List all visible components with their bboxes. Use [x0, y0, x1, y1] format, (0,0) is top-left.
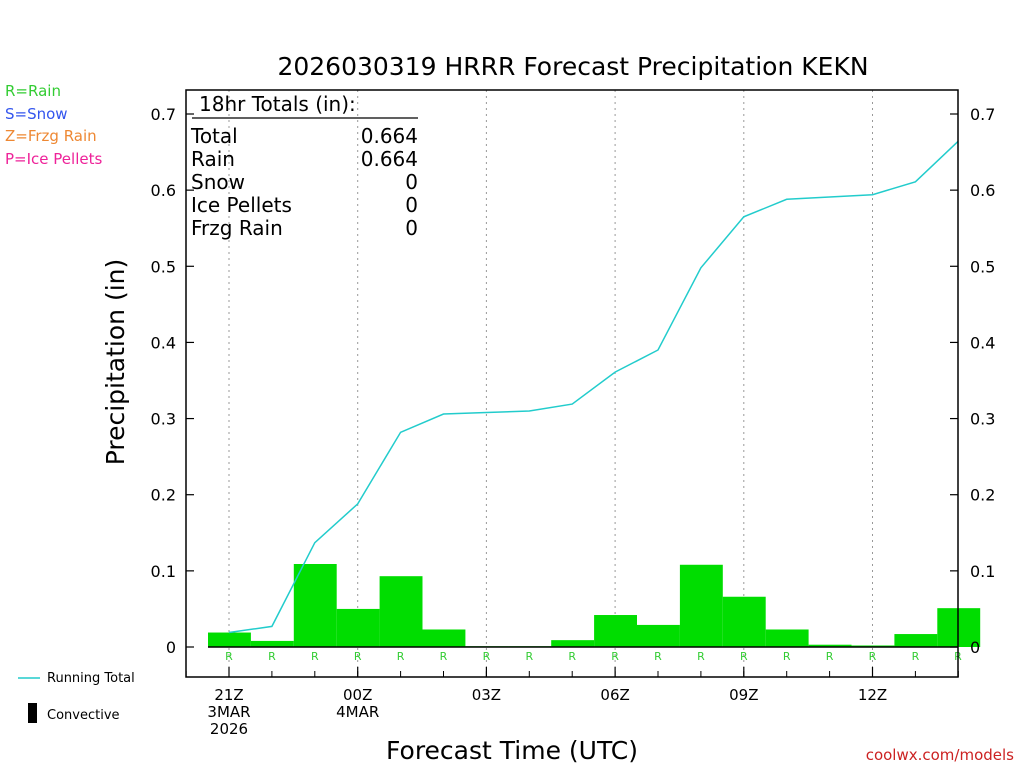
xtick-label-21z-1: 3MAR: [207, 703, 250, 721]
xtick-label-21z-0: 21Z: [214, 686, 243, 704]
bar-hour-14: [765, 629, 809, 647]
totals-value-frzg-rain: 0: [405, 216, 418, 240]
bar-hour-2: [250, 640, 294, 647]
xtick-label-00z-0: 00Z: [343, 686, 372, 704]
xtick-label-03z-0: 03Z: [472, 686, 501, 704]
ytick-label-right-1: 0.1: [970, 562, 995, 581]
bar-hour-15: [808, 644, 852, 647]
legend-ice-pellets: P=Ice Pellets: [5, 149, 103, 168]
totals-label-ice-pellets: Ice Pellets: [191, 193, 292, 217]
convective-legend-label: Convective: [47, 708, 120, 723]
type-marker-10: R: [611, 650, 619, 663]
totals-box: 18hr Totals (in): Total 0.664 Rain 0.664…: [190, 92, 418, 240]
legend-snow: S=Snow: [5, 104, 68, 123]
xtick-label-21z-2: 2026: [210, 720, 248, 738]
xtick-label-12z-0: 12Z: [858, 686, 887, 704]
type-marker-2: R: [268, 650, 276, 663]
ytick-label-left-4: 0.4: [151, 333, 176, 352]
type-marker-3: R: [311, 650, 319, 663]
type-marker-1: R: [225, 650, 233, 663]
bar-hour-10: [594, 615, 637, 647]
type-marker-9: R: [568, 650, 576, 663]
type-marker-4: R: [354, 650, 362, 663]
ytick-label-right-6: 0.6: [970, 181, 995, 200]
totals-value-snow: 0: [405, 170, 418, 194]
xtick-label-06z-0: 06Z: [600, 686, 629, 704]
bar-hour-17: [894, 634, 938, 647]
ytick-label-left-0: 0: [166, 638, 176, 657]
bar-hour-13: [722, 596, 766, 647]
type-marker-7: R: [483, 650, 491, 663]
bar-hour-16: [851, 645, 895, 647]
type-marker-17: R: [912, 650, 920, 663]
y-axis-right: 0 0.1 0.2 0.3 0.4 0.5 0.6 0.7: [950, 105, 995, 657]
ytick-label-right-5: 0.5: [970, 257, 995, 276]
ytick-label-left-3: 0.3: [151, 410, 176, 429]
totals-label-total: Total: [190, 124, 238, 148]
bar-hour-4: [336, 608, 380, 647]
type-marker-15: R: [826, 650, 834, 663]
totals-heading: 18hr Totals (in):: [199, 92, 356, 116]
bar-hour-11: [637, 624, 680, 647]
totals-value-rain: 0.664: [361, 147, 418, 171]
ytick-label-right-2: 0.2: [970, 486, 995, 505]
ytick-label-right-4: 0.4: [970, 333, 995, 352]
running-total-line: [228, 140, 959, 634]
running-total-legend-label: Running Total: [47, 671, 135, 686]
type-marker-13: R: [740, 650, 748, 663]
bar-hour-9: [551, 640, 595, 647]
ytick-label-right-3: 0.3: [970, 410, 995, 429]
y-axis-left: 0 0.1 0.2 0.3 0.4 0.5 0.6 0.7: [151, 105, 194, 657]
totals-value-ice-pellets: 0: [405, 193, 418, 217]
xtick-label-00z-1: 4MAR: [336, 703, 379, 721]
bottom-legend: Running Total Convective: [18, 671, 135, 723]
ytick-label-left-7: 0.7: [151, 105, 176, 124]
bar-hour-12: [679, 564, 723, 647]
convective-swatch: [28, 703, 37, 723]
type-marker-6: R: [440, 650, 448, 663]
ytick-label-left-1: 0.1: [151, 562, 176, 581]
bar-hour-6: [422, 629, 466, 647]
chart-title: 2026030319 HRRR Forecast Precipitation K…: [277, 52, 868, 81]
ytick-label-left-2: 0.2: [151, 486, 176, 505]
totals-label-frzg-rain: Frzg Rain: [191, 216, 283, 240]
bar-hour-1: [208, 632, 251, 647]
ytick-label-right-0: 0: [970, 638, 980, 657]
y-axis-label: Precipitation (in): [101, 259, 130, 466]
ytick-label-right-7: 0.7: [970, 105, 995, 124]
bar-hour-3: [293, 564, 337, 647]
bar-hour-5: [379, 576, 423, 647]
type-marker-12: R: [697, 650, 705, 663]
totals-label-rain: Rain: [191, 147, 235, 171]
totals-value-total: 0.664: [361, 124, 418, 148]
totals-label-snow: Snow: [191, 170, 245, 194]
type-marker-8: R: [525, 650, 533, 663]
legend-rain: R=Rain: [5, 82, 61, 100]
hourly-bars: [208, 564, 981, 647]
type-marker-14: R: [783, 650, 791, 663]
precip-type-legend: R=Rain S=Snow Z=Frzg Rain P=Ice Pellets: [5, 80, 102, 170]
type-marker-5: R: [397, 650, 405, 663]
type-marker-11: R: [654, 650, 662, 663]
credit-text: coolwx.com/models: [866, 746, 1014, 764]
ytick-label-left-5: 0.5: [151, 257, 176, 276]
ytick-label-left-6: 0.6: [151, 181, 176, 200]
vertical-gridlines: [228, 90, 873, 677]
legend-frzg-rain: Z=Frzg Rain: [5, 127, 97, 145]
type-marker-16: R: [869, 650, 877, 663]
x-axis-label: Forecast Time (UTC): [386, 736, 638, 765]
xtick-label-09z-0: 09Z: [729, 686, 758, 704]
